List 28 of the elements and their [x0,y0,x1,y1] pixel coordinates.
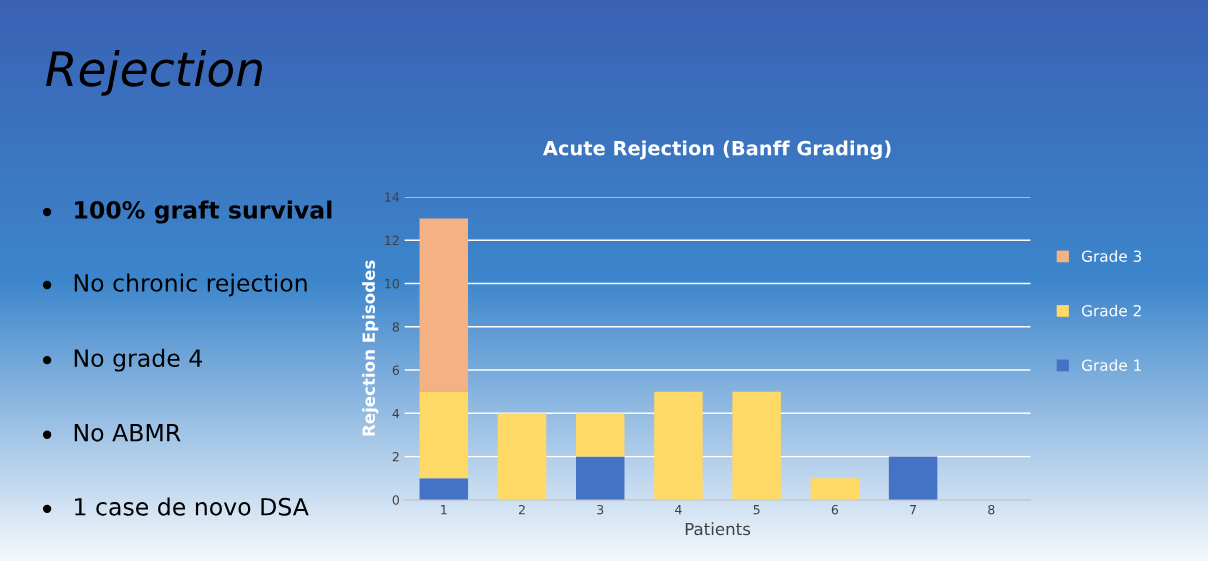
y-tick-label: 14 [385,192,400,202]
text: No chronic rejection [74,273,307,297]
legend-label: Grade 3 [1081,250,1142,262]
x-tick-label: 2 [518,504,525,515]
text: No grade 4 [74,348,202,372]
x-axis-title: Patients [685,522,751,536]
x-tick-label: 4 [675,505,682,515]
y-tick-label: 4 [392,408,400,419]
y-tick-label: 0 [392,495,399,505]
y-tick-label: 10 [385,278,399,289]
legend-label: Grade 1 [1081,359,1141,371]
x-tick-label: 6 [831,504,839,515]
x-tick-label: 3 [597,504,604,515]
x-tick-label: 8 [988,504,995,515]
y-tick-label: 6 [392,365,400,375]
x-tick-label: 1 [441,505,447,515]
x-tick-label: 5 [753,505,760,515]
text: 100% graft survival [75,200,332,224]
x-tick-label: 7 [910,505,917,515]
legend-label: Grade 2 [1081,304,1141,317]
text: 1 case de novo DSA [75,497,309,516]
text: Rejection [45,50,262,96]
chart-title: Acute Rejection (Banff Grading) [542,140,891,160]
y-tick-label: 12 [385,235,399,245]
text: No ABMR [74,424,181,442]
y-tick-label: 2 [392,452,399,462]
y-axis-title: Rejection Episodes [362,260,379,436]
y-tick-label: 8 [392,322,399,332]
